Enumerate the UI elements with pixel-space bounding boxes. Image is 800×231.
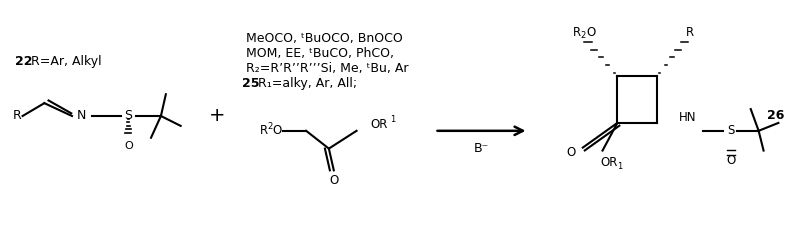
Text: 2: 2 [268, 122, 273, 131]
Text: N: N [77, 109, 86, 122]
Text: MOM, EE, ᵗBuCO, PhCO,: MOM, EE, ᵗBuCO, PhCO, [246, 47, 394, 60]
Text: O: O [124, 141, 133, 151]
Text: B⁻: B⁻ [474, 142, 489, 155]
Text: MeOCO, ᵗBuOCO, BnOCO: MeOCO, ᵗBuOCO, BnOCO [246, 32, 402, 46]
Text: R: R [260, 124, 268, 137]
Text: O: O [273, 124, 282, 137]
Text: O: O [566, 146, 575, 159]
Text: 25: 25 [242, 77, 259, 90]
Text: +: + [209, 106, 226, 125]
Text: O: O [586, 25, 596, 39]
Text: 1: 1 [618, 162, 622, 171]
Text: R: R [686, 25, 694, 39]
Text: S: S [124, 109, 132, 122]
Text: 26: 26 [766, 109, 784, 122]
Text: R₂=R’R’’R’’’Si, Me, ᵗBu, Ar: R₂=R’R’’R’’’Si, Me, ᵗBu, Ar [246, 62, 408, 75]
Text: R₁=alky, Ar, All;: R₁=alky, Ar, All; [254, 77, 357, 90]
Text: 22: 22 [14, 55, 32, 68]
Text: 1: 1 [390, 116, 395, 125]
Text: O: O [329, 174, 338, 187]
Text: R: R [573, 25, 581, 39]
Text: HN: HN [678, 112, 696, 125]
Text: R: R [13, 109, 22, 122]
Text: OR: OR [370, 118, 388, 131]
Text: 2: 2 [581, 31, 586, 40]
Text: R=Ar, Alkyl: R=Ar, Alkyl [26, 55, 101, 68]
Text: S: S [727, 124, 734, 137]
Text: OR: OR [601, 156, 618, 169]
Text: O: O [726, 154, 735, 167]
